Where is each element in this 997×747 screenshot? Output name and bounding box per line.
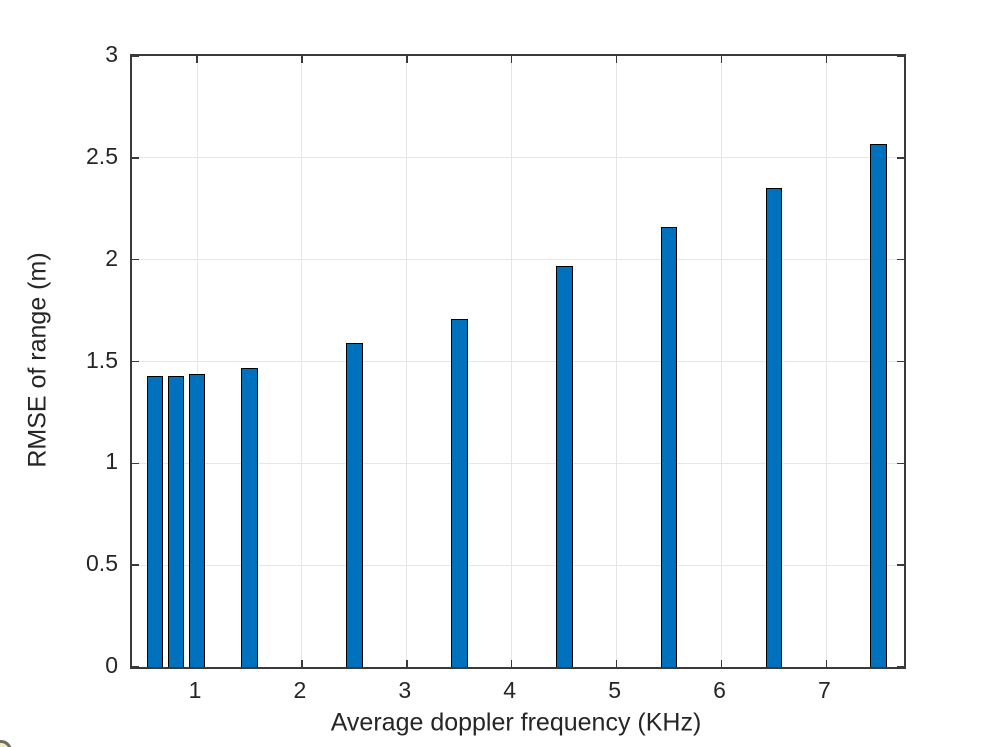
x-tick-mark [720,660,723,667]
bar-x-4.5 [555,265,573,667]
y-tick-label: 3 [105,41,118,67]
y-tick-mark [132,666,139,668]
x-gridline [720,56,722,667]
y-tick-mark [132,258,139,261]
x-tick-mark [196,56,198,63]
y-tick-mark [897,157,904,159]
bar-x-3.5 [450,318,468,667]
y-tick-mark [132,157,139,159]
x-tick-mark [406,56,408,63]
bar-x-0.6 [146,375,164,667]
x-tick-mark [301,56,303,63]
y-tick-label: 2.5 [86,142,118,169]
y-tick-mark [897,55,904,57]
bar-x-0.8 [167,375,185,667]
x-axis-title: Average doppler frequency (KHz) [330,708,702,737]
bar-x-5.5 [660,227,678,667]
x-tick-label: 3 [398,677,412,703]
x-tick-mark [720,56,723,63]
x-gridline [511,56,513,667]
y-gridline [132,462,904,464]
x-tick-label: 5 [608,677,621,703]
bar-x-1 [188,373,206,667]
y-gridline [132,157,904,159]
y-tick-mark [897,564,904,566]
y-tick-mark [897,666,904,668]
y-gridline [132,361,904,362]
x-tick-mark [301,660,303,667]
x-tick-mark [510,660,513,667]
y-tick-label: 1.5 [86,346,118,373]
x-tick-mark [615,56,618,63]
y-gridline [132,259,904,261]
x-gridline [196,56,198,667]
x-tick-mark [510,56,513,63]
y-tick-mark [132,55,139,57]
x-tick-mark [406,660,408,667]
plot-area [130,54,906,669]
x-tick-label: 7 [817,677,831,703]
x-tick-label: 2 [293,677,307,703]
x-tick-label: 6 [713,677,726,703]
y-gridline [132,564,904,566]
y-tick-mark [897,462,904,465]
y-tick-mark [897,360,904,363]
x-gridline [301,56,303,667]
bar-x-7.5 [870,143,888,667]
y-tick-mark [132,462,139,465]
x-tick-mark [825,660,828,667]
x-tick-mark [615,660,618,667]
bar-x-1.5 [241,367,258,667]
y-tick-label: 1 [105,448,118,475]
y-tick-mark [897,258,904,261]
corner-notification-icon [0,740,12,747]
bar-x-6.5 [765,188,783,667]
y-tick-mark [132,564,139,566]
x-tick-label: 1 [188,677,202,703]
y-tick-label: 2 [105,244,118,271]
x-tick-label: 4 [503,677,517,703]
y-tick-label: 0 [105,652,118,678]
x-gridline [406,56,408,667]
bar-x-2.5 [345,343,363,667]
x-tick-mark [825,56,828,63]
y-tick-label: 0.5 [86,550,118,577]
y-tick-mark [132,360,139,363]
x-gridline [616,56,618,667]
x-gridline [825,56,827,667]
